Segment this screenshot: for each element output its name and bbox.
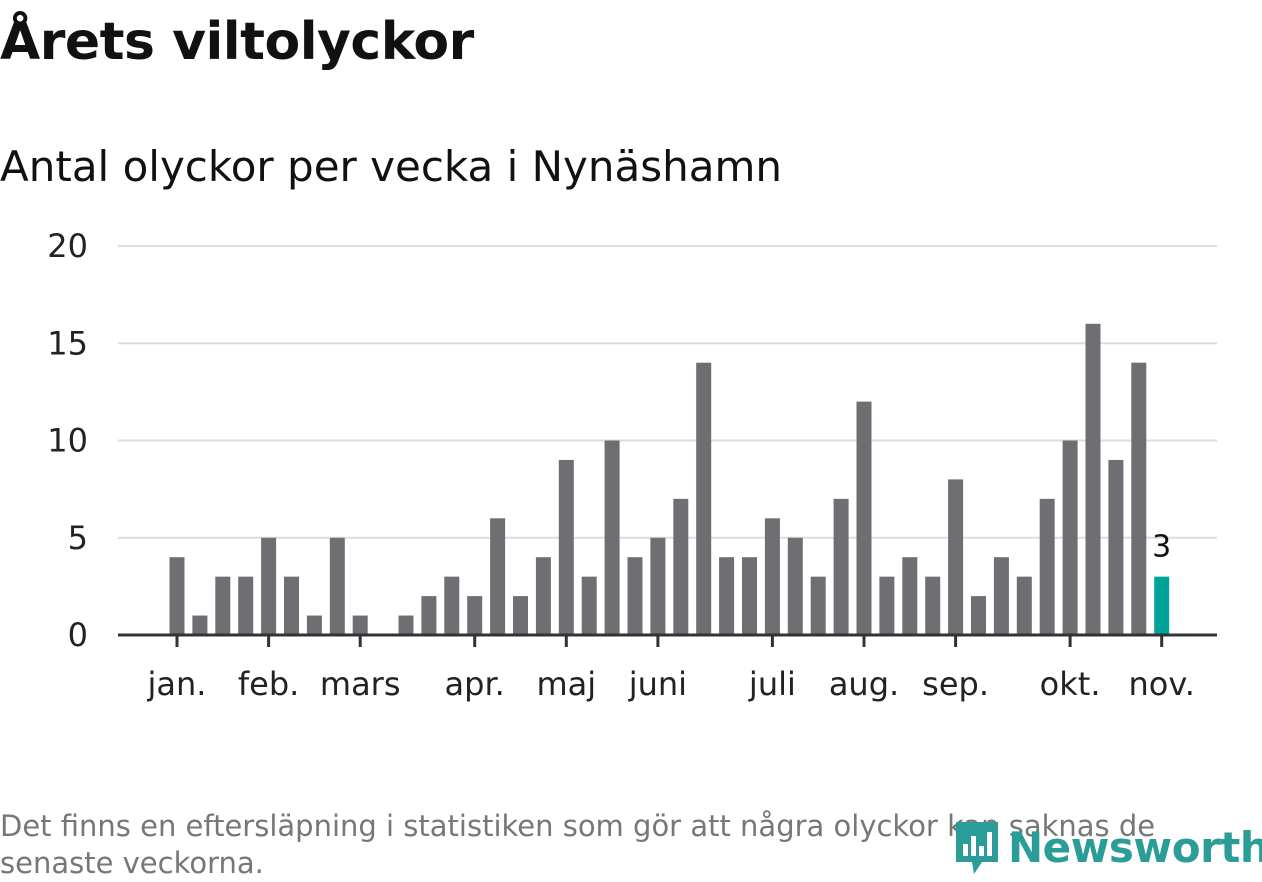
y-tick-label: 5 — [68, 519, 88, 557]
bar — [673, 498, 689, 635]
bar — [948, 479, 964, 635]
x-tick-label: mars — [320, 665, 401, 703]
newsworthy-logo: Newsworthy — [952, 816, 1262, 878]
bar — [284, 576, 299, 635]
bar — [352, 615, 368, 635]
bar — [329, 537, 345, 635]
bar — [1039, 498, 1055, 635]
chart-title: Årets viltolyckor — [0, 12, 474, 72]
bar — [215, 576, 231, 635]
x-tick-label: nov. — [1128, 665, 1194, 703]
bar-value-label: 3 — [1152, 530, 1171, 565]
bar — [879, 576, 895, 635]
bar — [902, 557, 918, 635]
bar — [742, 557, 757, 635]
x-tick-label: apr. — [445, 665, 505, 703]
bar — [1131, 362, 1147, 635]
bar — [1016, 576, 1032, 635]
bar — [925, 576, 941, 635]
bar — [535, 557, 551, 635]
x-tick-label: okt. — [1040, 665, 1101, 703]
bar — [581, 576, 597, 635]
bar — [444, 576, 460, 635]
x-tick-label: aug. — [829, 665, 899, 703]
bar — [764, 518, 780, 635]
bar — [192, 615, 208, 635]
bar — [650, 537, 666, 635]
bar — [719, 557, 735, 635]
bar — [398, 615, 414, 635]
x-tick-label: feb. — [238, 665, 299, 703]
bar — [513, 596, 528, 635]
bar-chart: 0 5 10 15 20 3 jan. feb. mars apr. maj juni juli aug.… — [47, 227, 1217, 703]
bar — [1062, 440, 1078, 635]
y-tick-label: 15 — [47, 324, 88, 362]
y-tick-label: 20 — [47, 227, 88, 265]
bar — [1108, 459, 1124, 635]
bar — [467, 596, 483, 635]
bar-highlight — [1154, 576, 1170, 635]
bar — [856, 401, 872, 635]
bar — [604, 440, 620, 635]
bar — [238, 576, 254, 635]
y-tick-label: 0 — [68, 616, 88, 654]
x-tick-label: sep. — [922, 665, 989, 703]
chart-subtitle: Antal olyckor per vecka i Nynäshamn — [0, 142, 783, 191]
bar — [261, 537, 277, 635]
bar — [696, 362, 712, 635]
bar — [833, 498, 849, 635]
bar — [490, 518, 506, 635]
bar — [787, 537, 803, 635]
bar — [169, 557, 185, 635]
x-tick-label: maj — [536, 665, 596, 703]
newsworthy-wordmark: Newsworthy — [1008, 822, 1262, 872]
bar — [810, 576, 826, 635]
x-tick-label: jan. — [147, 665, 207, 703]
x-tick-label: juli — [748, 665, 796, 703]
x-tick-label: juni — [628, 665, 687, 703]
bar — [627, 557, 643, 635]
bar — [993, 557, 1009, 635]
bar — [421, 596, 437, 635]
y-tick-label: 10 — [47, 422, 88, 460]
bar — [558, 459, 574, 635]
bar — [1085, 323, 1101, 635]
bar — [971, 596, 986, 635]
newsworthy-logo-icon — [956, 822, 998, 874]
bar — [306, 615, 322, 635]
